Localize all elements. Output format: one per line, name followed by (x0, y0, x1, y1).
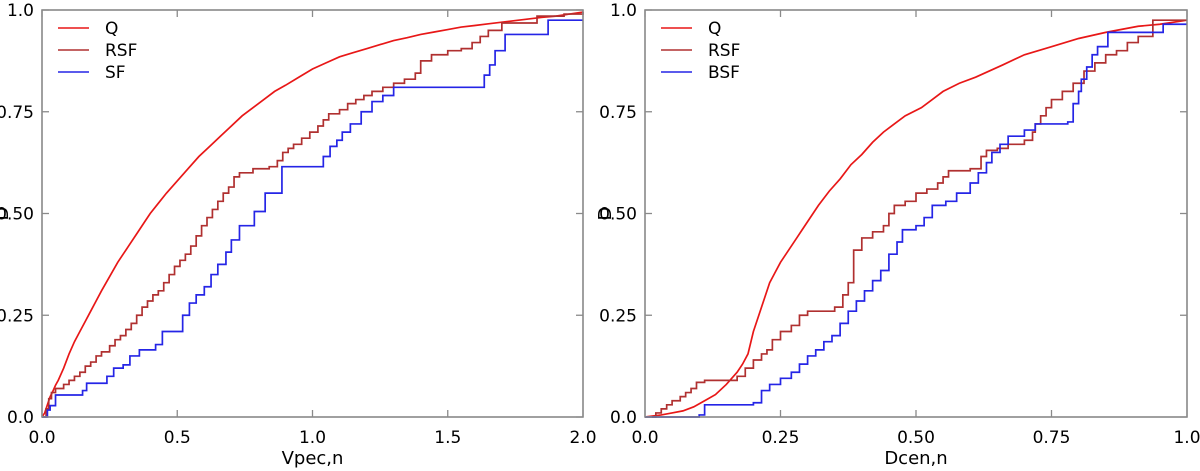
series-bsf-curve (645, 23, 1187, 418)
y-axis-label: D (595, 207, 616, 221)
y-tick-label: 0.50 (0, 205, 34, 225)
series-q-curve (41, 11, 584, 418)
x-tick-label: 0.50 (897, 428, 935, 448)
series-q-curve (644, 19, 1188, 418)
x-tick-label: 0.25 (762, 428, 800, 448)
x-tick-label: 1.0 (299, 428, 326, 448)
x-tick-label: 0.0 (631, 428, 658, 448)
y-tick-label: 1.0 (7, 1, 34, 21)
y-tick-label: 0.75 (0, 103, 34, 123)
series-rsf-curve (645, 19, 1187, 418)
legend-label: RSF (105, 41, 137, 61)
x-axis-label: Dcen,n (884, 448, 947, 469)
x-tick-label: 1.5 (434, 428, 461, 448)
y-tick-label: 1.0 (610, 1, 637, 21)
y-tick-label: 0.0 (610, 408, 637, 428)
y-tick-label: 0.25 (599, 306, 637, 326)
y-axis-label: D (0, 207, 13, 221)
y-tick-label: 0.75 (599, 103, 637, 123)
x-tick-label: 0.0 (28, 428, 55, 448)
x-tick-label: 0.5 (164, 428, 191, 448)
x-tick-label: 2.0 (569, 428, 596, 448)
legend-label: BSF (708, 63, 740, 83)
x-axis-label: Vpec,n (282, 448, 344, 469)
series-sf-curve (42, 19, 583, 418)
legend-label: RSF (708, 41, 740, 61)
legend-label: Q (708, 19, 721, 39)
y-tick-label: 0.0 (7, 408, 34, 428)
x-tick-label: 1.0 (1173, 428, 1200, 448)
legend-label: SF (105, 63, 126, 83)
x-tick-label: 0.75 (1033, 428, 1071, 448)
y-tick-label: 0.50 (599, 205, 637, 225)
y-tick-label: 0.25 (0, 306, 34, 326)
vpec-plot: 0.00.51.01.52.00.00.250.500.751.0Vpec,nD… (0, 1, 597, 469)
legend-label: Q (105, 19, 118, 39)
dcen-plot: 0.0 0.25 0.50 0.75 1.0 0.0 0.25 0.50 0.75 1.0 Dcen… (595, 1, 1200, 469)
series-rsf-curve (42, 12, 584, 418)
